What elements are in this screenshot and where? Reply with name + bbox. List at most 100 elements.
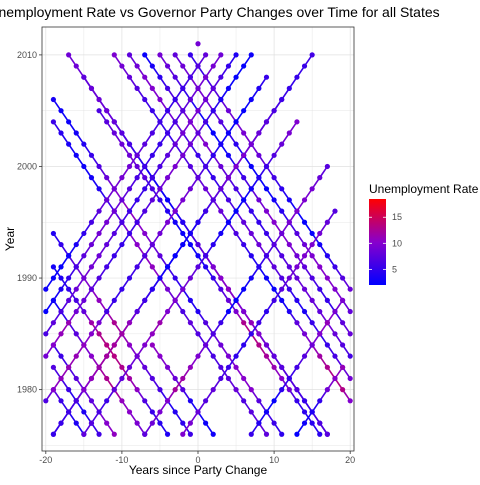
y-axis-ticks: 1980 1990 2000 2010 (17, 50, 42, 395)
data-point (225, 297, 232, 303)
data-point (233, 364, 239, 370)
data-point (241, 63, 247, 69)
data-point (111, 297, 117, 303)
data-point (241, 108, 247, 114)
data-point (142, 96, 148, 103)
data-point (294, 264, 300, 270)
data-point (347, 331, 353, 337)
data-point (58, 331, 64, 337)
data-point (81, 74, 87, 80)
data-point (248, 208, 254, 214)
data-point (241, 152, 247, 158)
data-point (126, 208, 133, 214)
gridlines (42, 27, 354, 451)
data-point (263, 208, 270, 214)
data-point (294, 253, 300, 259)
data-point (142, 141, 148, 147)
data-point (218, 163, 224, 170)
data-point (301, 219, 308, 225)
data-point (111, 230, 117, 237)
data-point (66, 297, 72, 303)
data-point (88, 420, 95, 426)
data-point (218, 186, 224, 192)
data-point (279, 186, 285, 192)
data-point (180, 130, 186, 136)
data-point (241, 375, 247, 382)
data-point (263, 253, 270, 259)
data-point (195, 241, 201, 248)
data-point (317, 175, 323, 181)
data-point (225, 197, 232, 203)
legend-colorbar (369, 199, 386, 285)
data-point (104, 264, 110, 270)
data-point (218, 342, 224, 348)
data-point (309, 186, 315, 192)
data-point (248, 387, 254, 393)
data-point (96, 253, 102, 259)
data-point (96, 275, 102, 281)
data-point (88, 353, 95, 359)
data-point (157, 420, 163, 426)
data-point (279, 253, 285, 259)
data-point (271, 398, 277, 404)
data-point (149, 342, 155, 348)
data-point (104, 353, 110, 359)
data-point (271, 420, 277, 426)
data-point (142, 398, 148, 404)
data-point (241, 398, 247, 404)
data-point (43, 331, 49, 337)
data-point (187, 141, 193, 147)
data-point (218, 208, 224, 214)
data-point (203, 163, 209, 170)
data-point (233, 74, 239, 80)
data-point (347, 286, 353, 292)
data-point (104, 197, 110, 203)
data-point (203, 52, 209, 58)
data-point (111, 387, 117, 393)
data-point (126, 186, 133, 192)
x-tick-label: -10 (115, 455, 128, 465)
data-point (157, 353, 163, 359)
data-point (241, 197, 247, 203)
data-point (126, 364, 133, 370)
data-point (256, 320, 262, 326)
data-point (309, 297, 315, 303)
data-point (180, 85, 186, 91)
data-point (43, 286, 49, 292)
data-point (104, 342, 110, 348)
data-point (332, 308, 338, 315)
data-point (119, 197, 125, 203)
data-point (58, 308, 64, 315)
data-point (187, 241, 193, 248)
data-point (218, 375, 224, 382)
y-tick-label: 2000 (17, 161, 37, 171)
data-point (286, 375, 292, 382)
data-point (142, 253, 148, 259)
data-point (317, 431, 323, 437)
data-point (309, 409, 315, 415)
data-point (187, 230, 193, 237)
data-point (164, 398, 171, 404)
data-point (164, 175, 171, 181)
data-point (241, 342, 247, 348)
x-tick-label: 0 (195, 455, 200, 465)
data-point (119, 241, 125, 248)
data-point (73, 152, 79, 158)
data-point (195, 130, 201, 136)
data-point (279, 208, 285, 214)
y-axis-label: Year (3, 227, 17, 251)
data-point (134, 420, 140, 426)
data-point (248, 230, 254, 237)
data-point (195, 219, 201, 225)
data-point (50, 96, 57, 103)
data-point (286, 85, 292, 91)
data-point (73, 331, 79, 337)
data-point (81, 230, 87, 237)
data-point (339, 320, 346, 326)
data-point (187, 431, 193, 437)
data-point (263, 275, 270, 281)
data-point (142, 297, 148, 303)
data-point (73, 398, 79, 404)
data-point (256, 398, 262, 404)
data-point (241, 175, 247, 181)
